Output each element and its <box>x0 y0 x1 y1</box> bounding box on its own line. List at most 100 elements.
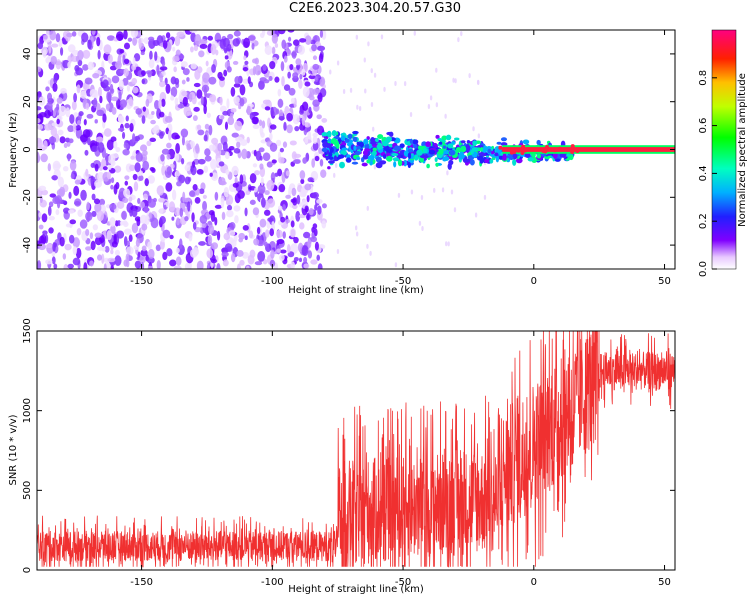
noise-blob <box>148 36 155 41</box>
noise-blob <box>264 106 271 111</box>
noise-blob <box>186 77 190 82</box>
noise-blob <box>123 188 131 198</box>
noise-blob <box>184 215 189 222</box>
noise-blob <box>307 238 312 249</box>
snr-frame <box>36 330 676 571</box>
signal-blob <box>337 154 345 159</box>
noise-blob <box>319 159 324 167</box>
noise-blob <box>312 141 319 151</box>
signal-blob <box>344 138 350 143</box>
noise-blob <box>200 95 205 106</box>
noise-blob <box>403 81 407 87</box>
noise-blob <box>447 241 450 247</box>
noise-blob <box>199 43 208 49</box>
signal-core <box>502 147 675 152</box>
noise-blob <box>97 49 101 60</box>
noise-blob <box>197 158 206 165</box>
noise-blob <box>136 218 141 227</box>
noise-blob <box>134 135 141 142</box>
noise-blob <box>158 98 162 109</box>
noise-blob <box>122 197 129 204</box>
noise-blob <box>312 99 320 107</box>
noise-blob <box>169 259 177 267</box>
noise-blob <box>77 120 82 126</box>
noise-blob <box>210 159 217 170</box>
noise-blob <box>217 142 223 152</box>
signal-blob <box>500 137 508 142</box>
noise-blob <box>122 220 128 226</box>
noise-blob <box>140 249 148 257</box>
noise-blob <box>141 115 146 124</box>
noise-blob <box>287 30 295 33</box>
noise-blob <box>184 164 191 172</box>
noise-blob <box>219 180 227 186</box>
noise-blob <box>474 212 478 218</box>
signal-blob <box>393 146 401 151</box>
noise-blob <box>252 124 260 130</box>
noise-blob <box>219 105 227 113</box>
noise-blob <box>214 191 219 201</box>
noise-blob <box>110 96 119 102</box>
noise-blob <box>52 241 56 253</box>
snr-ylabel: SNR (10 * v/v) <box>8 414 19 485</box>
noise-blob <box>453 207 457 213</box>
noise-blob <box>107 154 116 165</box>
noise-blob <box>91 30 96 36</box>
noise-blob <box>304 81 311 87</box>
signal-peak <box>549 147 554 152</box>
noise-blob <box>184 262 190 269</box>
noise-blob <box>95 102 101 112</box>
noise-blob <box>246 136 250 144</box>
noise-blob <box>266 161 273 168</box>
noise-blob <box>269 132 273 141</box>
noise-blob <box>222 259 229 267</box>
noise-blob <box>289 63 294 71</box>
noise-blob <box>303 256 308 264</box>
noise-blob <box>174 151 180 162</box>
noise-blob <box>191 95 197 105</box>
signal-blob <box>347 133 353 140</box>
noise-blob <box>288 186 292 197</box>
noise-blob <box>189 248 198 258</box>
signal-blob <box>353 145 357 151</box>
signal-peak <box>507 147 512 152</box>
noise-blob <box>96 254 103 261</box>
noise-blob <box>312 55 318 60</box>
noise-blob <box>289 140 297 146</box>
noise-blob <box>45 259 53 265</box>
signal-blob <box>444 150 450 155</box>
noise-blob <box>132 86 139 94</box>
noise-blob <box>314 204 318 211</box>
signal-blob <box>407 161 412 169</box>
noise-blob <box>203 165 209 173</box>
noise-blob <box>135 108 143 115</box>
noise-blob <box>93 198 101 205</box>
noise-blob <box>234 76 241 85</box>
noise-blob <box>263 79 270 84</box>
noise-blob <box>161 165 166 176</box>
noise-blob <box>262 99 271 105</box>
noise-blob <box>132 37 138 46</box>
noise-blob <box>226 66 232 73</box>
noise-blob <box>139 255 146 264</box>
signal-blob <box>447 143 454 149</box>
noise-blob <box>93 97 98 109</box>
noise-blob <box>234 215 239 224</box>
noise-blob <box>231 165 239 176</box>
noise-blob <box>168 201 176 212</box>
spectrogram-ylabel: Frequency (Hz) <box>8 112 19 188</box>
noise-blob <box>208 76 217 85</box>
noise-blob <box>270 106 274 118</box>
noise-blob <box>76 228 82 236</box>
noise-blob <box>110 265 114 269</box>
noise-blob <box>296 194 301 205</box>
noise-blob <box>127 37 133 42</box>
noise-blob <box>249 173 257 184</box>
noise-blob <box>74 179 81 185</box>
noise-blob <box>203 104 207 115</box>
x-tick-label: -100 <box>261 276 284 287</box>
noise-blob <box>312 135 318 144</box>
noise-blob <box>380 34 384 40</box>
noise-blob <box>95 136 104 143</box>
